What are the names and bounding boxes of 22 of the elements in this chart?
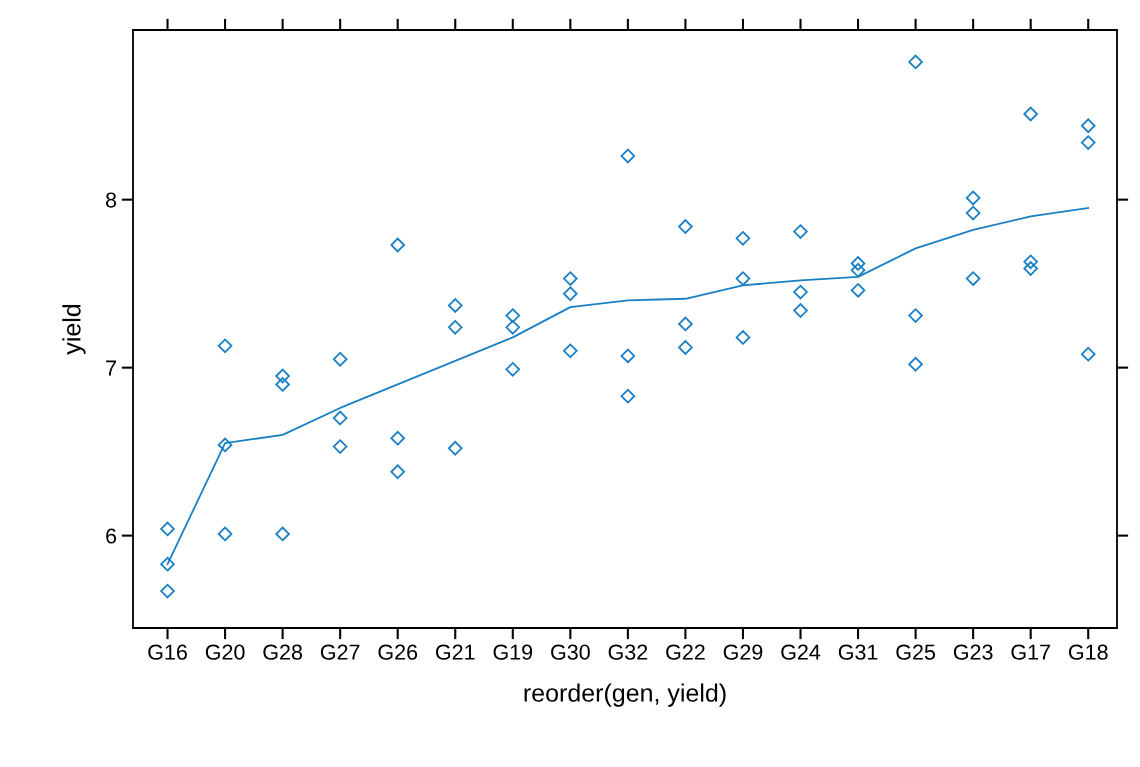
x-tick-label: G21 (435, 644, 475, 660)
x-tick-label: G16 (148, 644, 187, 660)
x-tick-label: G19 (493, 644, 533, 660)
x-tick-label: G17 (1011, 644, 1050, 660)
x-tick-label: G20 (205, 644, 245, 660)
x-tick-label: G28 (263, 644, 303, 660)
x-tick-label: G23 (953, 644, 993, 660)
x-tick-label: G25 (896, 644, 936, 660)
x-tick-label: G27 (320, 644, 360, 660)
x-tick-label: G22 (666, 644, 705, 660)
x-tick-label: G30 (551, 644, 590, 660)
x-tick-label: G26 (378, 644, 418, 660)
x-tick-label: G31 (838, 644, 878, 660)
y-tick-label: 7 (106, 360, 116, 376)
x-tick-label: G18 (1068, 644, 1108, 660)
x-axis-title: reorder(gen, yield) (524, 683, 726, 707)
x-tick-label: G29 (723, 644, 763, 660)
y-tick-label: 6 (106, 528, 117, 544)
x-tick-label: G24 (781, 644, 821, 660)
x-tick-label: G32 (608, 644, 648, 660)
y-tick-label: 8 (105, 192, 117, 208)
y-axis-title: yield (62, 304, 86, 355)
